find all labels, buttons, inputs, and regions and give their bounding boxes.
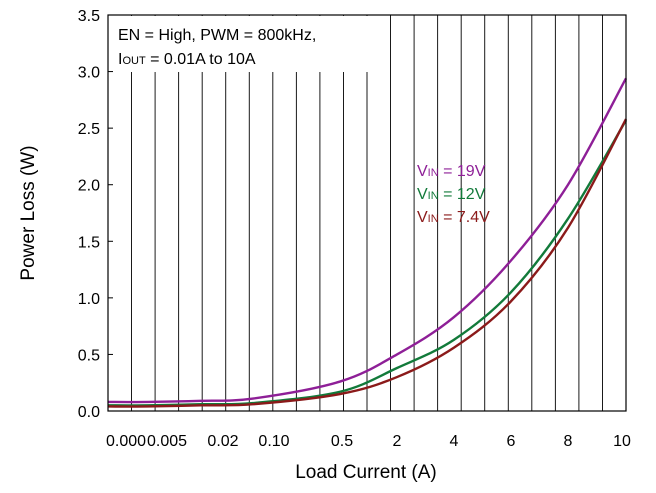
- annotation-box: [108, 16, 378, 72]
- x-tick-label: 0.02: [207, 433, 238, 450]
- y-tick-label: 2.5: [78, 121, 100, 138]
- annotation-line-1: EN = High, PWM = 800kHz,: [118, 27, 316, 44]
- series-line-2: [107, 118, 628, 408]
- legend-entry-2: VIN = 7.4V: [417, 209, 490, 226]
- y-tick-label: 0.0: [78, 404, 100, 421]
- annotation-line-2: IOUT = 0.01A to 10A: [118, 51, 256, 68]
- series-lines: [107, 77, 628, 408]
- annotation-iout-rest: = 0.01A to 10A: [146, 51, 256, 68]
- x-tick-label: 0.10: [258, 433, 289, 450]
- x-tick-label: 10: [613, 433, 631, 450]
- y-tick-label: 2.0: [78, 178, 100, 195]
- x-axis-title: Load Current (A): [295, 462, 437, 483]
- y-tick-label: 3.0: [78, 65, 100, 82]
- legend: VIN = 19V VIN = 12V VIN = 7.4V: [417, 163, 490, 226]
- y-tick-label: 1.0: [78, 291, 100, 308]
- y-axis-title: Power Loss (W): [18, 145, 39, 280]
- legend-entry-0: VIN = 19V: [417, 163, 486, 180]
- annotation-iout-subscript: OUT: [122, 55, 146, 67]
- y-tick-label: 1.5: [78, 234, 100, 251]
- x-tick-label: 6: [507, 433, 516, 450]
- series-line-0: [107, 77, 628, 404]
- x-tick-label: 4: [450, 433, 459, 450]
- y-tick-label: 0.5: [78, 347, 100, 364]
- legend-entry-1: VIN = 12V: [417, 186, 486, 203]
- plot-frame: [107, 14, 627, 412]
- annotation-iout-prefix: I: [118, 51, 122, 68]
- x-tick-label: 8: [564, 433, 573, 450]
- x-tick-label: 0.5: [331, 433, 353, 450]
- x-tick-label: 0.000: [106, 433, 146, 450]
- grid: [131, 15, 603, 411]
- y-tick-labels: 0.0 0.5 1.0 1.5 2.0 2.5 3.0 3.5: [78, 8, 113, 421]
- y-tick-label: 3.5: [78, 8, 100, 25]
- x-tick-labels: 0.000 0.005 0.02 0.10 0.5 2 4 6 8 10: [106, 433, 631, 450]
- x-tick-label: 2: [393, 433, 402, 450]
- x-tick-label: 0.005: [147, 433, 187, 450]
